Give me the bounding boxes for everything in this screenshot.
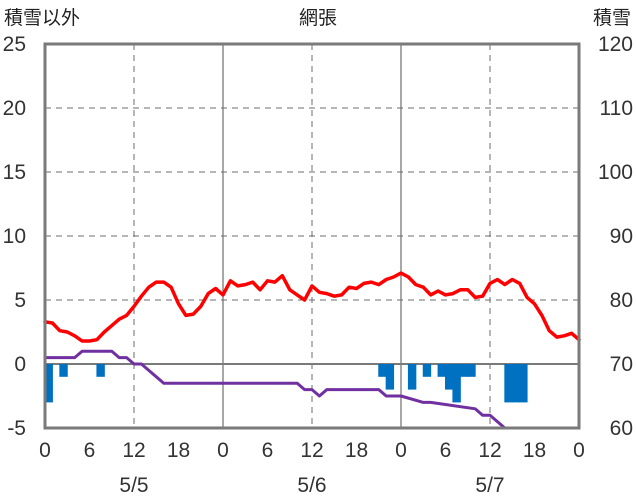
precipitation-bar	[96, 364, 105, 377]
precipitation-bar	[378, 364, 387, 377]
x-axis-tick-label: 12	[478, 439, 501, 462]
left-axis-tick-label: 5	[14, 289, 26, 312]
precipitation-bar	[59, 364, 68, 377]
precipitation-bar	[44, 364, 53, 403]
right-axis-tick-label: 120	[598, 33, 633, 56]
x-axis-tick-label: 0	[573, 439, 585, 462]
right-axis-label: 積雪	[593, 7, 631, 29]
left-axis-tick-label: 15	[3, 161, 26, 184]
x-axis-tick-label: 18	[167, 439, 190, 462]
x-axis-tick-label: 0	[395, 439, 407, 462]
x-axis-tick-label: 6	[84, 439, 96, 462]
left-axis-tick-label: -5	[7, 417, 26, 440]
snow_depth-line	[43, 349, 581, 430]
precipitation-bar	[422, 364, 432, 377]
date-label: 5/7	[475, 474, 504, 497]
precipitation-bar	[407, 364, 417, 390]
x-axis-tick-label: 18	[345, 439, 368, 462]
date-label: 5/6	[297, 474, 326, 497]
x-axis-tick-label: 12	[122, 439, 145, 462]
x-axis-tick-label: 6	[262, 439, 274, 462]
right-axis-tick-label: 110	[600, 97, 633, 120]
x-axis-tick-label: 18	[523, 439, 546, 462]
right-axis-tick-label: 80	[610, 289, 633, 312]
x-axis-tick-label: 0	[217, 439, 229, 462]
plot-frame	[43, 42, 581, 430]
grid-group	[45, 44, 579, 428]
precipitation-bar	[385, 364, 395, 390]
precipitation-bar	[459, 364, 469, 377]
precipitation-bar	[467, 364, 476, 377]
x-axis-tick-label: 0	[39, 439, 51, 462]
x-axis-tick-label: 6	[440, 439, 452, 462]
precipitation-bar	[445, 364, 454, 390]
left-axis-tick-label: 0	[14, 353, 26, 376]
left-axis-tick-label: 10	[3, 225, 26, 248]
right-axis-tick-label: 90	[610, 225, 633, 248]
right-axis-tick-label: 70	[610, 353, 633, 376]
date-label: 5/5	[119, 474, 148, 497]
left-axis-tick-label: 20	[3, 97, 26, 120]
precipitation-bar	[504, 364, 513, 403]
right-axis-tick-label: 60	[610, 417, 633, 440]
precipitation-bar	[519, 364, 528, 403]
precipitation-bar	[437, 364, 446, 377]
precipitation-bar	[452, 364, 461, 403]
precipitation-bar	[511, 364, 521, 403]
x-axis-tick-label: 12	[300, 439, 323, 462]
right-axis-tick-label: 100	[598, 161, 633, 184]
chart-title: 網張	[299, 7, 337, 29]
left-axis-label: 積雪以外	[4, 7, 80, 29]
temperature-line	[43, 271, 581, 343]
left-axis-tick-label: 25	[3, 33, 26, 56]
